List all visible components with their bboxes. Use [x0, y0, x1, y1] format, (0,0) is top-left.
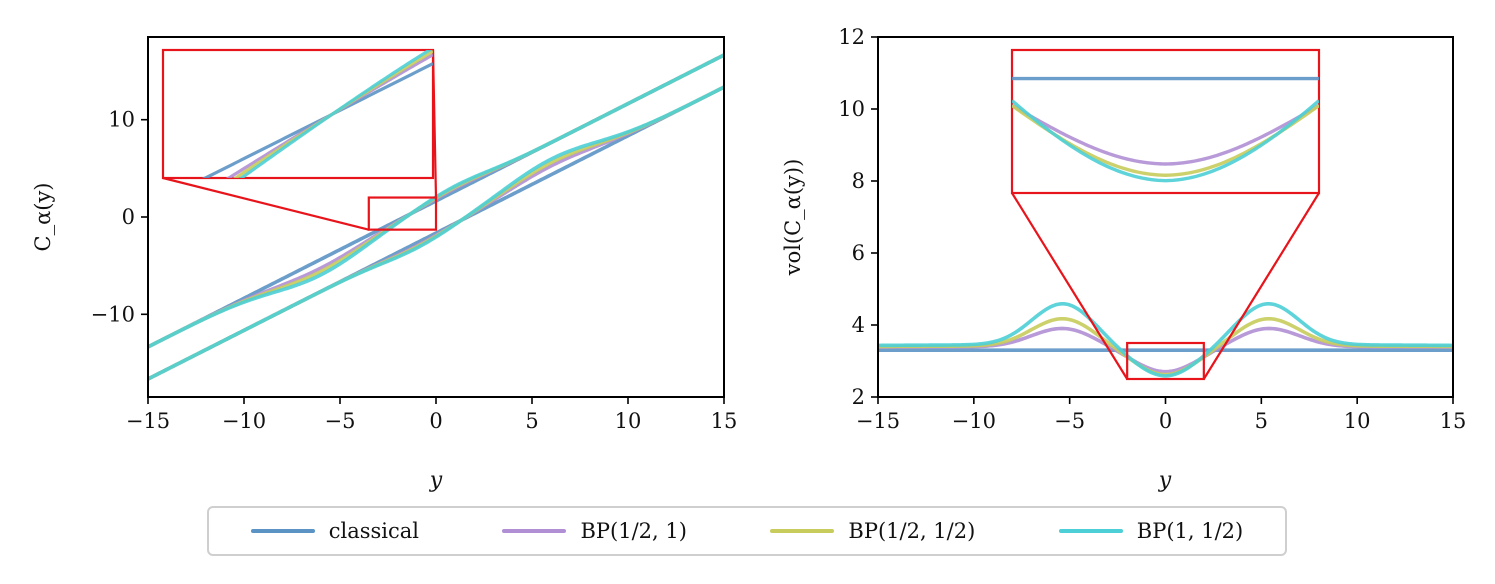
legend-swatch-classical	[250, 529, 315, 533]
right-line-bp-1-2-1-2	[878, 316, 1453, 377]
right-ytick-label: 6	[852, 241, 865, 265]
right-zoom-indicator	[1010, 48, 1321, 381]
right-y-axis-label: vol(C_α(y))	[781, 159, 805, 277]
legend-label: BP(1/2, 1/2)	[848, 519, 976, 543]
left-xtick-label: 5	[525, 409, 538, 433]
right-ytick-label: 10	[838, 97, 865, 121]
left-xtick-label: 0	[429, 409, 442, 433]
legend: classical BP(1/2, 1) BP(1/2, 1/2) BP(1, …	[207, 506, 1287, 556]
right-inset-frame	[1010, 48, 1321, 195]
left-xtick-label: −10	[222, 409, 266, 433]
right-chart: −15 −10 −5 0 5 10 15 2 4 6 8 10 12 y vol(C_α(y))	[781, 25, 1466, 493]
right-xtick-label: 5	[1255, 409, 1268, 433]
legend-swatch-bp-half-one	[502, 529, 567, 533]
left-inset-lines	[163, 50, 433, 331]
legend-item-bp-one-half: BP(1, 1/2)	[1058, 519, 1244, 543]
legend-label: classical	[328, 519, 419, 543]
legend-label: BP(1, 1/2)	[1136, 519, 1244, 543]
right-xtick-label: −5	[1054, 409, 1085, 433]
right-xtick-label: −10	[952, 409, 996, 433]
right-ytick-label: 8	[852, 169, 865, 193]
right-zoom-box	[1126, 341, 1205, 381]
right-plot-lines	[878, 301, 1453, 378]
left-xtick-label: −15	[126, 409, 170, 433]
right-inset-line-bp-1-1-2	[1012, 99, 1319, 183]
legend-label: BP(1/2, 1)	[580, 519, 687, 543]
left-inset-line-classical-upper	[201, 62, 433, 178]
left-zoom-connector	[431, 49, 438, 198]
left-zoom-box	[367, 196, 438, 231]
left-zoom-connector	[162, 176, 370, 231]
left-inset-frame	[161, 48, 435, 180]
left-y-axis-label: C_α(y)	[31, 183, 55, 252]
right-xtick-label: 15	[1440, 409, 1467, 433]
left-inset-line-bp-1-2-1	[163, 200, 433, 331]
right-ytick-label: 12	[838, 25, 865, 49]
left-inset-line-bp-1-1-2-upper	[238, 50, 433, 178]
right-zoom-connector	[1011, 192, 1129, 380]
left-ytick-label: 0	[122, 205, 135, 229]
left-ytick-label: −10	[91, 302, 135, 326]
left-chart: −15 −10 −5 0 5 10 15 −10 0 10 y C_α(y)	[31, 36, 738, 493]
right-ytick-label: 4	[852, 313, 865, 337]
right-y-ticks: 2 4 6 8 10 12	[838, 25, 878, 409]
legend-item-bp-half-one: BP(1/2, 1)	[502, 519, 687, 543]
right-line-bp-1-1-2	[878, 301, 1453, 378]
right-inset-lines	[1012, 76, 1319, 183]
legend-item-classical: classical	[250, 519, 419, 543]
left-zoom-indicator	[161, 48, 438, 231]
legend-swatch-bp-one-half	[1058, 529, 1123, 533]
legend-item-bp-half-half: BP(1/2, 1/2)	[770, 519, 975, 543]
left-xtick-label: 15	[711, 409, 738, 433]
right-x-ticks: −15 −10 −5 0 5 10 15	[856, 397, 1467, 433]
right-xtick-label: 10	[1344, 409, 1371, 433]
right-xtick-label: −15	[856, 409, 900, 433]
left-y-ticks: −10 0 10	[91, 108, 148, 326]
left-x-axis-label: y	[429, 468, 443, 493]
legend-swatch-bp-half-half	[770, 529, 835, 533]
left-xtick-label: −5	[325, 409, 356, 433]
left-xtick-label: 10	[615, 409, 642, 433]
right-ytick-label: 2	[852, 385, 865, 409]
right-inset-line-bp-1-2-1	[1012, 103, 1319, 166]
left-line-bp-1-1-2-lower	[148, 85, 724, 381]
figure: −15 −10 −5 0 5 10 15 −10 0 10 y C_α(y) −15 −10 −5 0…	[31, 25, 1466, 493]
right-xtick-label: 0	[1159, 409, 1172, 433]
left-ytick-label: 10	[108, 108, 135, 132]
left-x-ticks: −15 −10 −5 0 5 10 15	[126, 397, 738, 433]
right-x-axis-label: y	[1158, 468, 1172, 493]
right-zoom-connector	[1202, 192, 1320, 380]
